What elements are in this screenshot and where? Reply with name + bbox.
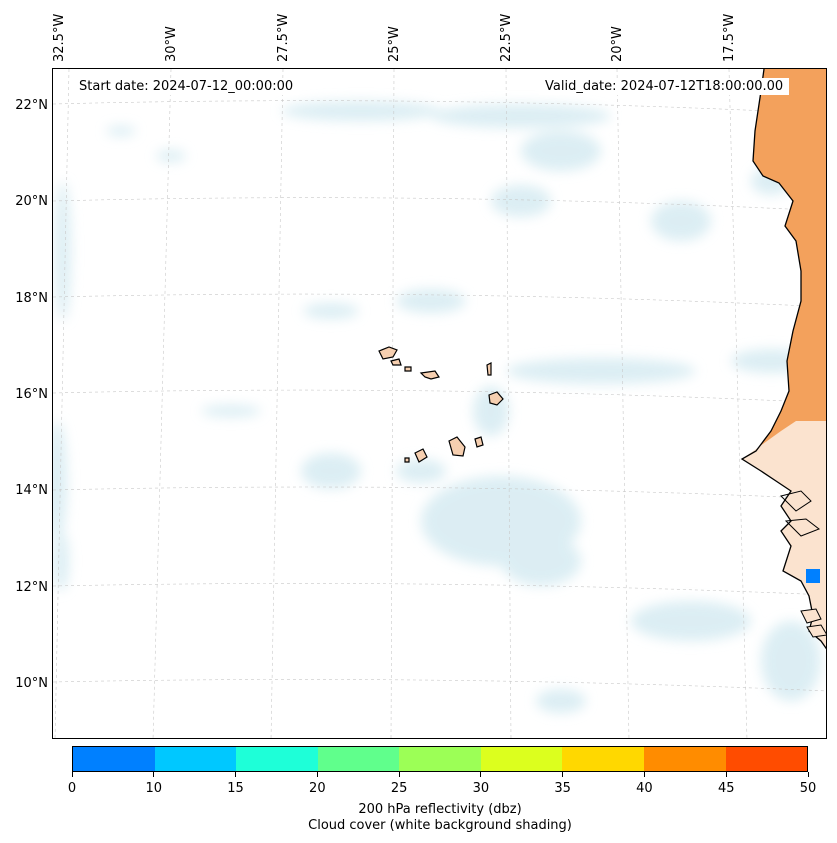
colorbar-segment (236, 747, 318, 771)
map-canvas (53, 69, 826, 738)
colorbar-tick-label: 20 (309, 781, 326, 796)
colorbar-tick-label: 30 (472, 781, 490, 796)
colorbar-segment (725, 747, 808, 771)
colorbar-tick-label: 45 (717, 781, 735, 796)
lon-label-30w: 30°W (164, 26, 179, 62)
colorbar (72, 746, 808, 772)
colorbar-tick-label: 40 (636, 781, 653, 796)
colorbar-tick-label: 50 (799, 781, 817, 796)
colorbar-label: 200 hPa reflectivity (dbz) (358, 802, 522, 817)
colorbar-tick (807, 772, 809, 777)
lon-label-25w: 25°W (387, 26, 402, 62)
colorbar-tick (316, 772, 318, 777)
colorbar-tick-label: 25 (390, 781, 408, 796)
colorbar-tick (235, 772, 237, 777)
colorbar-tick-label: 15 (227, 781, 244, 796)
colorbar-segment (643, 747, 726, 771)
lat-label-12n: 12°N (15, 580, 48, 595)
colorbar-tick (480, 772, 482, 777)
cape-verde-islands (378, 346, 504, 463)
lat-label-10n: 10°N (15, 676, 48, 691)
lat-label-18n: 18°N (15, 291, 48, 306)
lat-label-22n: 22°N (15, 98, 48, 113)
colorbar-tick-label: 10 (145, 781, 163, 796)
colorbar-segment (562, 747, 644, 771)
colorbar-segment (317, 747, 400, 771)
colorbar-segment (73, 747, 155, 771)
map-panel[interactable]: Start date: 2024-07-12_00:00:00 Valid_da… (52, 68, 827, 739)
colorbar-tick (71, 772, 73, 777)
valid-date-label: Valid_date: 2024-07-12T18:00:00.00 (539, 78, 790, 95)
lon-label-27-5w: 27.5°W (276, 13, 291, 62)
colorbar-segment (399, 747, 481, 771)
lat-label-16n: 16°N (15, 387, 48, 402)
colorbar-sublabel: Cloud cover (white background shading) (308, 818, 572, 833)
graticule (53, 69, 826, 738)
colorbar-tick (725, 772, 727, 777)
colorbar-tick (643, 772, 645, 777)
lon-label-20w: 20°W (610, 26, 625, 62)
lat-label-14n: 14°N (15, 483, 48, 498)
start-date-label: Start date: 2024-07-12_00:00:00 (73, 78, 300, 95)
lon-label-22-5w: 22.5°W (499, 13, 514, 62)
colorbar-tick (562, 772, 564, 777)
colorbar-segment (480, 747, 563, 771)
colorbar-tick (153, 772, 155, 777)
colorbar-segment (154, 747, 237, 771)
colorbar-tick-label: 35 (554, 781, 571, 796)
africa-landmass (740, 69, 826, 650)
lon-label-32-5w: 32.5°W (52, 13, 67, 62)
lon-label-17-5w: 17.5°W (722, 13, 737, 62)
colorbar-tick-label: 0 (67, 781, 77, 796)
lat-label-20n: 20°N (15, 194, 48, 209)
reflectivity-cell (806, 569, 820, 583)
colorbar-tick (398, 772, 400, 777)
cloud-cover-layer (53, 101, 821, 713)
